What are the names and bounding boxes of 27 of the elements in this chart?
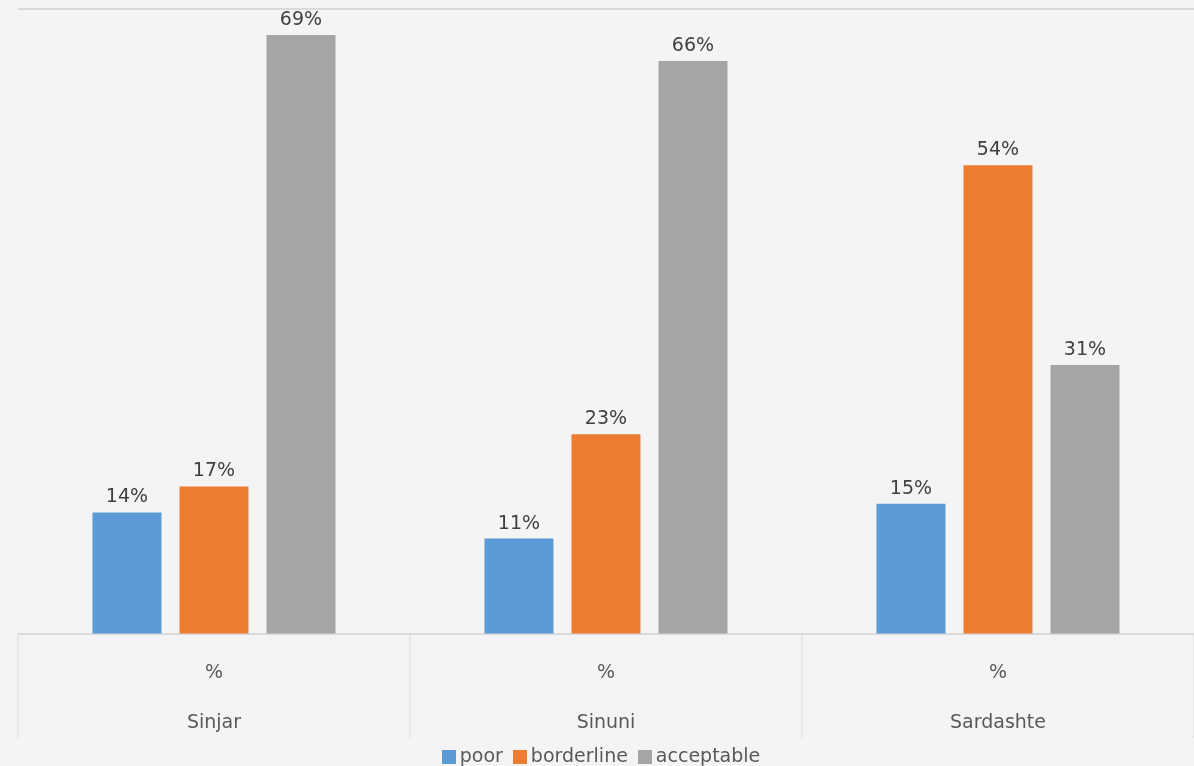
bar — [179, 486, 249, 634]
data-label: 14% — [105, 484, 149, 507]
data-label: 31% — [1063, 336, 1107, 359]
data-label: 69% — [279, 7, 323, 30]
data-label: 66% — [671, 33, 715, 56]
legend-label: acceptable — [655, 744, 761, 766]
legend-label: borderline — [530, 744, 628, 766]
bar — [92, 512, 162, 634]
bar — [571, 434, 641, 634]
text: % — [988, 660, 1008, 682]
data-label: 15% — [889, 475, 933, 498]
x-tick-label: Sardashte — [950, 710, 1046, 732]
legend-label: poor — [459, 744, 503, 766]
data-label: 23% — [584, 406, 628, 429]
text: % — [204, 660, 224, 682]
x-tick-label: Sinjar — [186, 710, 242, 732]
bar — [658, 61, 728, 634]
data-label: 11% — [497, 510, 541, 533]
bar — [1050, 364, 1120, 634]
bar — [484, 538, 554, 634]
bar — [266, 35, 336, 634]
data-label: 54% — [976, 137, 1020, 160]
text: % — [596, 660, 616, 682]
data-label: 17% — [192, 458, 236, 481]
x-tick-label: Sinuni — [576, 710, 636, 732]
bar — [963, 165, 1033, 634]
bar — [876, 503, 946, 634]
